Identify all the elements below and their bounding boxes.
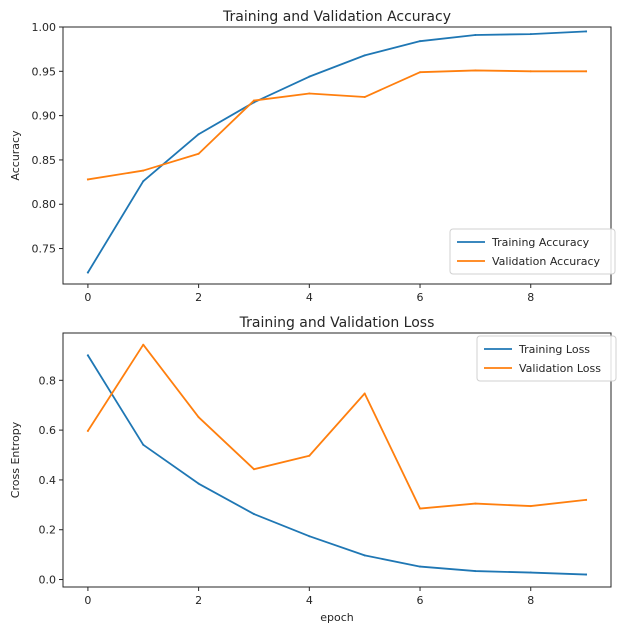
data-point [364,554,366,556]
y-tick-label: 0.95 [32,65,57,78]
subplot-accuracy: Training and Validation Accuracy 0.75 0.80… [9,9,615,304]
data-point [142,444,144,446]
series-line-training [88,355,586,574]
data-point [419,508,421,510]
data-point [419,566,421,568]
data-point [253,100,255,102]
x-tick-label: 0 [84,291,91,304]
legend: Training Accuracy Validation Accuracy [450,229,615,274]
data-point [198,483,200,485]
data-point [364,96,366,98]
data-point [142,344,144,346]
data-point [87,271,89,273]
data-point [530,70,532,72]
data-point [530,505,532,507]
chart-title: Training and Validation Accuracy [222,9,451,25]
data-point [198,153,200,155]
x-tick-label: 6 [417,291,424,304]
legend-label: Validation Accuracy [492,255,601,268]
y-tick-label: 0.75 [32,243,57,256]
series-line-validation [88,70,586,179]
y-tick-label: 1.00 [32,21,57,34]
x-tick-label: 0 [84,594,91,607]
legend-label: Training Loss [518,343,590,356]
data-point [474,570,476,572]
data-point [308,455,310,457]
data-point [142,180,144,182]
data-point [585,30,587,32]
data-point [530,572,532,574]
x-tick-label: 4 [306,291,313,304]
x-tick-label: 6 [417,594,424,607]
data-point [308,76,310,78]
data-point [364,393,366,395]
data-point [142,170,144,172]
data-point [474,34,476,36]
legend-label: Validation Loss [519,362,601,375]
y-tick-label: 0.80 [32,198,57,211]
x-tick-label: 2 [195,594,202,607]
y-axis-label: Accuracy [9,130,22,181]
data-point [87,430,89,432]
y-tick-label: 0.2 [39,524,57,537]
data-point [474,69,476,71]
legend-label: Training Accuracy [491,236,590,249]
data-point [530,33,532,35]
data-point [364,54,366,56]
x-axis-label: epoch [320,611,354,624]
data-point [585,70,587,72]
data-point [585,574,587,576]
y-tick-label: 0.90 [32,110,57,123]
data-point [419,71,421,73]
y-tick-label: 0.8 [39,374,57,387]
subplot-loss: Training and Validation Loss 0.0 0.2 0.4 0.6… [9,315,616,624]
y-tick-label: 0.85 [32,154,57,167]
x-tick-label: 2 [195,291,202,304]
data-point [474,503,476,505]
data-point [87,178,89,180]
data-point [419,40,421,42]
x-tick-label: 4 [306,594,313,607]
data-point [198,133,200,135]
x-tick-label: 8 [527,291,534,304]
y-tick-label: 0.4 [39,474,57,487]
chart-title: Training and Validation Loss [239,315,435,331]
data-point [253,468,255,470]
data-point [585,499,587,501]
data-point [253,513,255,515]
y-tick-label: 0.6 [39,424,57,437]
x-tick-label: 8 [527,594,534,607]
y-axis-label: Cross Entropy [9,421,22,498]
data-point [308,92,310,94]
data-point [87,354,89,356]
legend: Training Loss Validation Loss [477,336,616,381]
data-point [198,416,200,418]
y-tick-label: 0.0 [39,574,57,587]
data-point [308,535,310,537]
